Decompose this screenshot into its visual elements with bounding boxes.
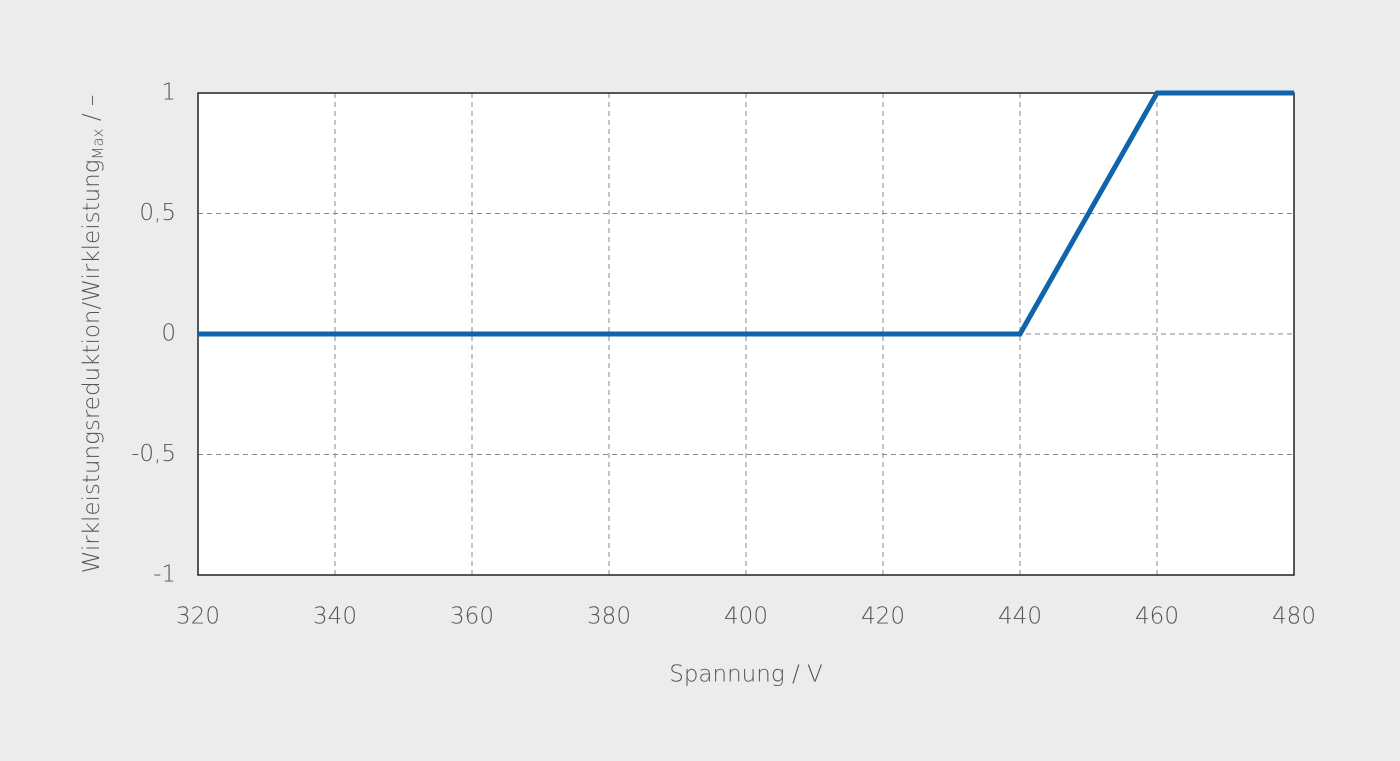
x-tick-label: 480 bbox=[1272, 604, 1316, 630]
data-line bbox=[198, 90, 1294, 337]
x-tick-label: 420 bbox=[861, 604, 905, 630]
x-tick-label: 460 bbox=[1135, 604, 1179, 630]
x-tick-label: 320 bbox=[176, 604, 220, 630]
x-tick-label: 360 bbox=[450, 604, 494, 630]
y-tick-label: -0,5 bbox=[131, 441, 176, 467]
y-axis-label-main: Wirkleistungsreduktion/Wirkleistung bbox=[79, 159, 105, 573]
y-tick-label: 0,5 bbox=[139, 200, 176, 226]
x-axis-label: Spannung / V bbox=[669, 662, 823, 688]
x-tick-label: 400 bbox=[724, 604, 768, 630]
y-axis-label-sub: Max bbox=[89, 128, 107, 159]
y-tick-label: 0 bbox=[161, 321, 176, 347]
x-tick-label: 380 bbox=[587, 604, 631, 630]
y-tick-label: -1 bbox=[153, 562, 176, 588]
x-tick-label: 440 bbox=[998, 604, 1042, 630]
y-axis-label: Wirkleistungsreduktion/WirkleistungMax /… bbox=[79, 95, 107, 574]
x-tick-label: 340 bbox=[313, 604, 357, 630]
y-axis-label-suffix: / – bbox=[79, 95, 105, 129]
y-tick-label: 1 bbox=[161, 80, 176, 106]
